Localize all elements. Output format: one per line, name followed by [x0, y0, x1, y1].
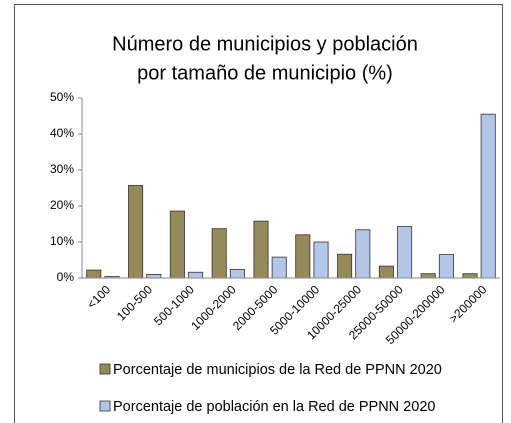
bar: [86, 269, 102, 279]
y-tick-label: 20%: [50, 198, 74, 212]
y-tick-label: 40%: [50, 126, 74, 140]
legend-swatch: [99, 400, 111, 412]
bar: [128, 185, 144, 279]
y-tick-label: 0%: [57, 270, 75, 284]
y-tick-label: 10%: [50, 234, 74, 248]
bar: [146, 273, 162, 279]
bar: [271, 256, 287, 279]
legend-label: Porcentaje de población en la Red de PPN…: [113, 399, 435, 415]
bar: [169, 210, 185, 279]
bar: [438, 254, 454, 279]
chart-title: Número de municipios y población: [112, 33, 418, 55]
bar: [378, 265, 394, 279]
bar: [211, 228, 227, 279]
chart-border: [14, 4, 503, 423]
bar: [253, 220, 269, 279]
bar: [420, 273, 436, 279]
bar: [337, 253, 353, 279]
bar: [229, 268, 245, 279]
legend-label: Porcentaje de municipios de la Red de PP…: [113, 362, 442, 378]
bar: [295, 234, 311, 279]
chart-title: por tamaño de municipio (%): [137, 62, 393, 84]
bar: [355, 229, 371, 279]
bar: [462, 273, 478, 279]
bar: [188, 271, 204, 279]
bar: [313, 241, 329, 279]
y-tick-label: 30%: [50, 162, 74, 176]
y-tick-label: 50%: [50, 90, 74, 104]
bar: [480, 113, 496, 279]
bar: [397, 226, 413, 279]
legend-swatch: [99, 363, 111, 375]
